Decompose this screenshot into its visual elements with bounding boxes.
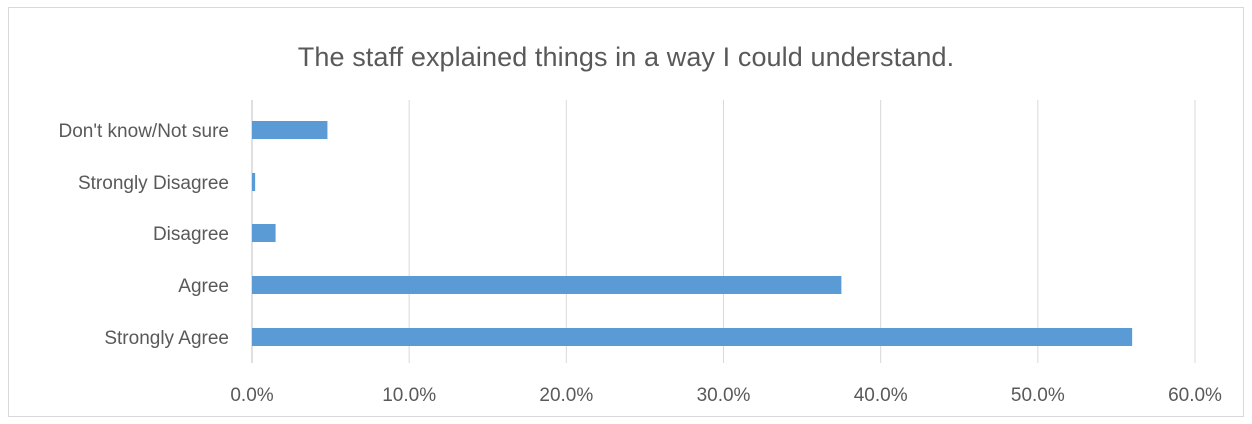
chart-frame: The staff explained things in a way I co…: [8, 7, 1244, 417]
category-label: Don't know/Not sure: [59, 121, 229, 142]
x-tick-label: 50.0%: [1011, 385, 1065, 406]
chart-title: The staff explained things in a way I co…: [297, 42, 955, 72]
bar-chart-plot: Strongly Agree Agree Disagree Strongly Disa…: [59, 100, 1222, 406]
x-tick-label: 0.0%: [230, 385, 273, 406]
bar: [252, 276, 842, 294]
x-tick-label: 60.0%: [1168, 385, 1222, 406]
bar: [252, 121, 328, 139]
bar: [252, 173, 256, 191]
bar: [252, 328, 1133, 346]
category-label: Strongly Agree: [104, 328, 229, 349]
category-label: Strongly Disagree: [78, 173, 229, 194]
x-tick-label: 30.0%: [697, 385, 751, 406]
x-tick-label: 20.0%: [539, 385, 593, 406]
x-tick-label: 40.0%: [854, 385, 908, 406]
category-labels: Strongly Agree Agree Disagree Strongly Disa…: [59, 121, 229, 349]
x-tick-labels: 0.0% 10.0% 20.0% 30.0% 40.0% 50.0% 60.0%: [230, 385, 1222, 406]
bar: [252, 224, 276, 242]
gridlines: [251, 100, 1196, 363]
x-tick-label: 10.0%: [382, 385, 436, 406]
category-label: Disagree: [153, 224, 229, 245]
bars: [252, 121, 1133, 346]
category-label: Agree: [178, 276, 229, 297]
